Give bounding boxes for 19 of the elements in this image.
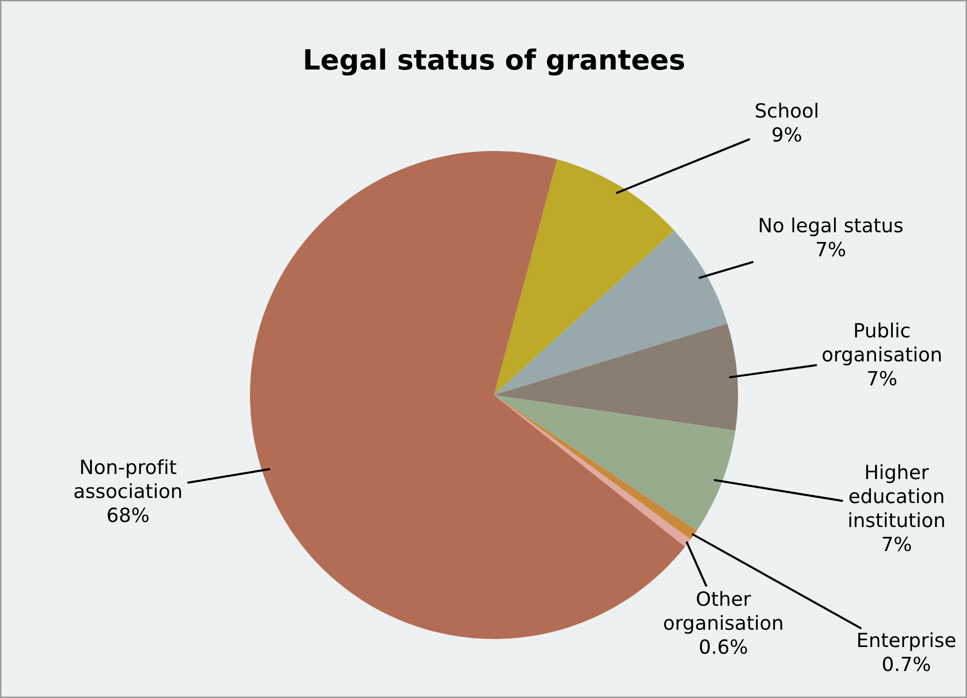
data-label: 0.6% bbox=[700, 639, 747, 654]
slice-label: Enterprise bbox=[858, 632, 956, 652]
slice-label: No legal status bbox=[760, 217, 903, 236]
slice-label: Other organisation bbox=[664, 590, 782, 634]
data-label: 0.7% bbox=[882, 656, 930, 672]
slice-label: School bbox=[756, 102, 818, 118]
slice-label: Non-profit association bbox=[74, 459, 182, 498]
pie-slice bbox=[494, 324, 738, 431]
pie-slice bbox=[494, 159, 674, 395]
data-label: 68% bbox=[108, 508, 149, 522]
data-label: 7% bbox=[816, 242, 846, 256]
pie-slice bbox=[494, 395, 736, 531]
chart-title: Legal status of grantees bbox=[305, 48, 684, 76]
data-label: 9% bbox=[772, 127, 802, 142]
slice-label: Higher education institution bbox=[849, 464, 944, 528]
slice-label: Public organisation bbox=[822, 322, 941, 366]
data-label: 7% bbox=[868, 370, 896, 386]
pie-slice bbox=[494, 230, 728, 395]
data-label: 7% bbox=[882, 536, 911, 552]
